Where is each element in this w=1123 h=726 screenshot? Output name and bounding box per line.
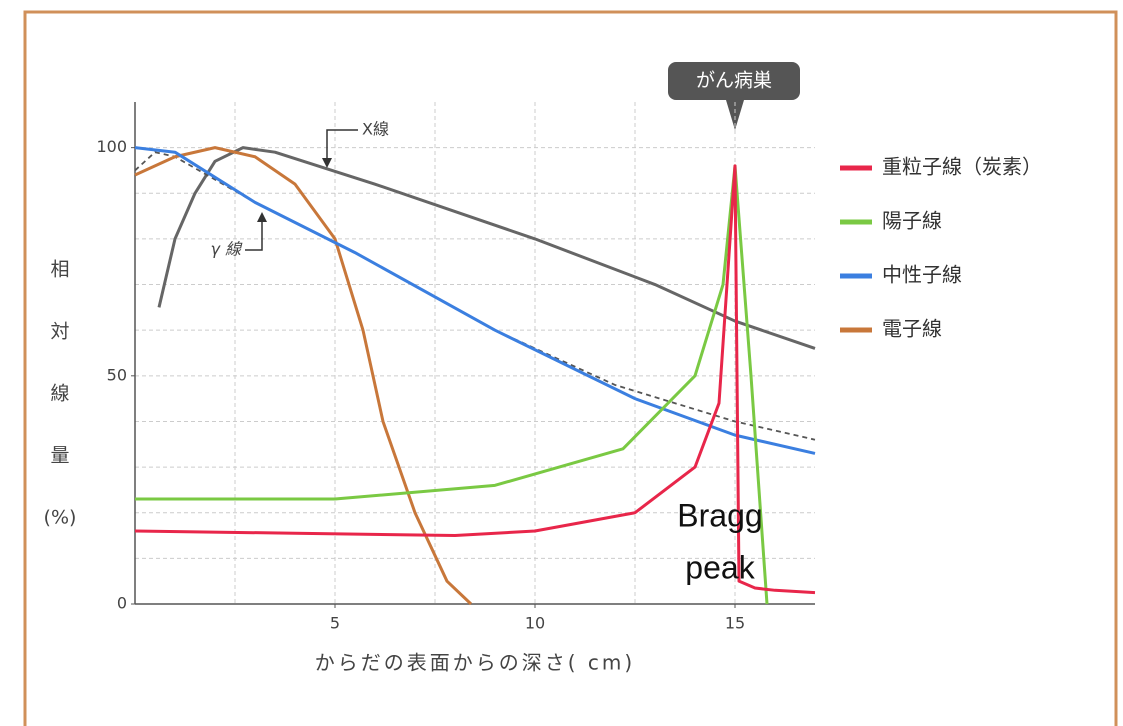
series-line	[134, 151, 816, 441]
series-line	[157, 146, 816, 350]
x-tick-label: 5	[330, 614, 340, 633]
frame	[23, 10, 1118, 726]
x-axis-label: からだの表面からの深さ( cm)	[315, 651, 635, 675]
legend-label: 陽子線	[882, 209, 942, 233]
annotation-leader	[326, 129, 358, 160]
annotation-arrow	[257, 212, 267, 222]
annotation-arrow	[322, 158, 332, 168]
x-tick-label: 10	[525, 614, 545, 633]
callout: がん病巣	[668, 62, 800, 130]
annotation-label: γ 線	[210, 240, 243, 259]
callout-arrow	[726, 100, 744, 130]
y-tick-label: 0	[117, 594, 127, 613]
bragg-label: peak	[685, 549, 755, 585]
y-tick-label: 100	[96, 137, 127, 156]
series-line	[134, 146, 816, 455]
series-line	[134, 164, 816, 595]
callout-text: がん病巣	[696, 70, 772, 92]
bragg-label: Bragg	[677, 497, 762, 533]
y-axis-label: 対	[50, 321, 69, 343]
y-tick-label: 50	[107, 365, 127, 384]
legend-label: 中性子線	[882, 263, 962, 287]
legend-label: 電子線	[882, 317, 942, 341]
x-tick-label: 15	[725, 614, 745, 633]
y-axis-label: 量	[50, 445, 69, 467]
annotation-leader	[245, 220, 263, 251]
callout-box	[668, 62, 800, 100]
y-axis-label: 相	[50, 259, 69, 281]
annotation-label: X線	[362, 120, 389, 139]
y-axis-label: 線	[50, 383, 69, 405]
series-line	[135, 164, 769, 605]
legend-label: 重粒子線（炭素）	[882, 155, 1042, 179]
y-axis-label: (%)	[44, 507, 77, 529]
